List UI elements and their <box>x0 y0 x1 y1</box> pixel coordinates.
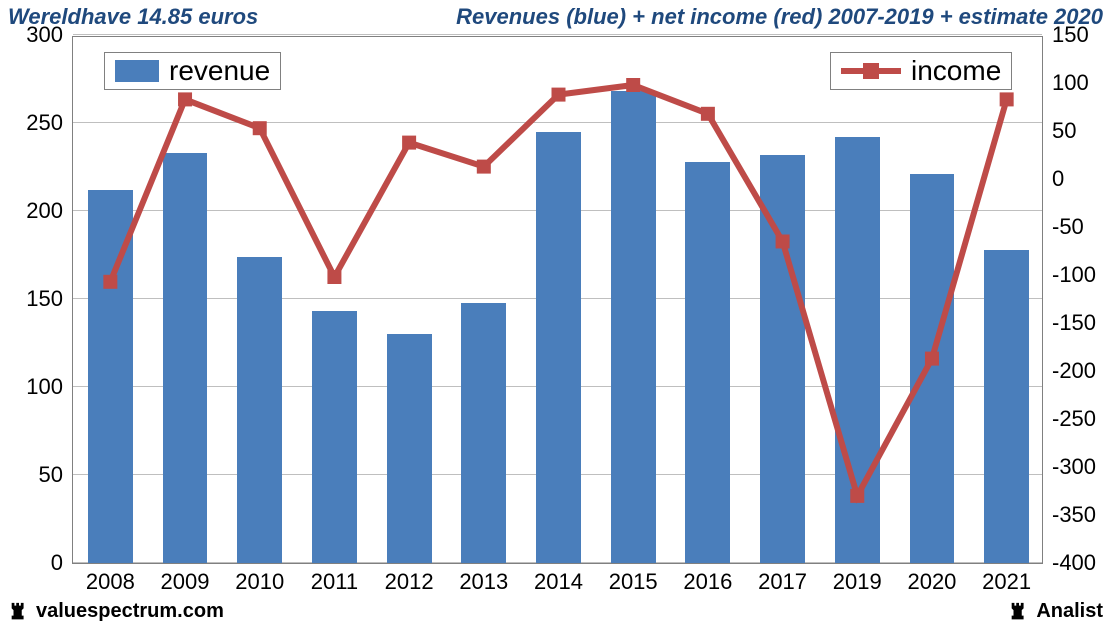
gridline <box>73 34 1042 35</box>
title-right: Revenues (blue) + net income (red) 2007-… <box>456 4 1103 30</box>
income-marker <box>776 234 790 248</box>
footer-right-text: Analist <box>1036 600 1103 623</box>
xtick: 2008 <box>86 563 135 595</box>
ytick-right: -250 <box>1042 406 1111 432</box>
footer-right: Analist <box>1008 600 1103 623</box>
income-marker <box>253 121 267 135</box>
ytick-right: 50 <box>1042 118 1111 144</box>
xtick: 2014 <box>534 563 583 595</box>
income-marker <box>552 88 566 102</box>
income-marker <box>626 78 640 92</box>
ytick-right: 150 <box>1042 22 1111 48</box>
ytick-right: -350 <box>1042 502 1111 528</box>
ytick-left: 200 <box>3 198 73 224</box>
ytick-right: -400 <box>1042 550 1111 576</box>
footer-left-text: valuespectrum.com <box>36 600 224 623</box>
income-marker <box>178 92 192 106</box>
ytick-right: -200 <box>1042 358 1111 384</box>
xtick: 2020 <box>907 563 956 595</box>
legend-revenue-label: revenue <box>169 55 270 87</box>
xtick: 2021 <box>982 563 1031 595</box>
income-marker <box>103 275 117 289</box>
income-marker <box>850 489 864 503</box>
ytick-right: -100 <box>1042 262 1111 288</box>
ytick-right: -50 <box>1042 214 1111 240</box>
xtick: 2011 <box>311 563 358 595</box>
ytick-right: -300 <box>1042 454 1111 480</box>
income-line <box>73 37 1044 565</box>
chart-frame: Wereldhave 14.85 euros Revenues (blue) +… <box>0 0 1111 627</box>
income-marker <box>327 270 341 284</box>
income-marker <box>1000 92 1014 106</box>
ytick-left: 100 <box>3 374 73 400</box>
legend-revenue: revenue <box>104 52 281 90</box>
rook-icon <box>1008 601 1030 623</box>
income-marker <box>925 352 939 366</box>
xtick: 2009 <box>161 563 210 595</box>
rook-icon <box>8 601 30 623</box>
xtick: 2017 <box>758 563 807 595</box>
xtick: 2019 <box>833 563 882 595</box>
income-marker <box>402 136 416 150</box>
legend-swatch-line <box>841 59 901 83</box>
income-marker <box>701 107 715 121</box>
xtick: 2013 <box>459 563 508 595</box>
ytick-right: 100 <box>1042 70 1111 96</box>
legend-income-label: income <box>911 55 1001 87</box>
ytick-left: 250 <box>3 110 73 136</box>
ytick-left: 300 <box>3 22 73 48</box>
ytick-right: 0 <box>1042 166 1111 192</box>
ytick-left: 0 <box>3 550 73 576</box>
footer-left: valuespectrum.com <box>8 600 224 623</box>
ytick-right: -150 <box>1042 310 1111 336</box>
xtick: 2015 <box>609 563 658 595</box>
xtick: 2012 <box>385 563 434 595</box>
ytick-left: 50 <box>3 462 73 488</box>
plot-area: 050100150200250300-400-350-300-250-200-1… <box>72 36 1043 564</box>
income-marker <box>477 160 491 174</box>
xtick: 2016 <box>683 563 732 595</box>
legend-income: income <box>830 52 1012 90</box>
legend-swatch-bar <box>115 60 159 82</box>
ytick-left: 150 <box>3 286 73 312</box>
xtick: 2010 <box>235 563 284 595</box>
